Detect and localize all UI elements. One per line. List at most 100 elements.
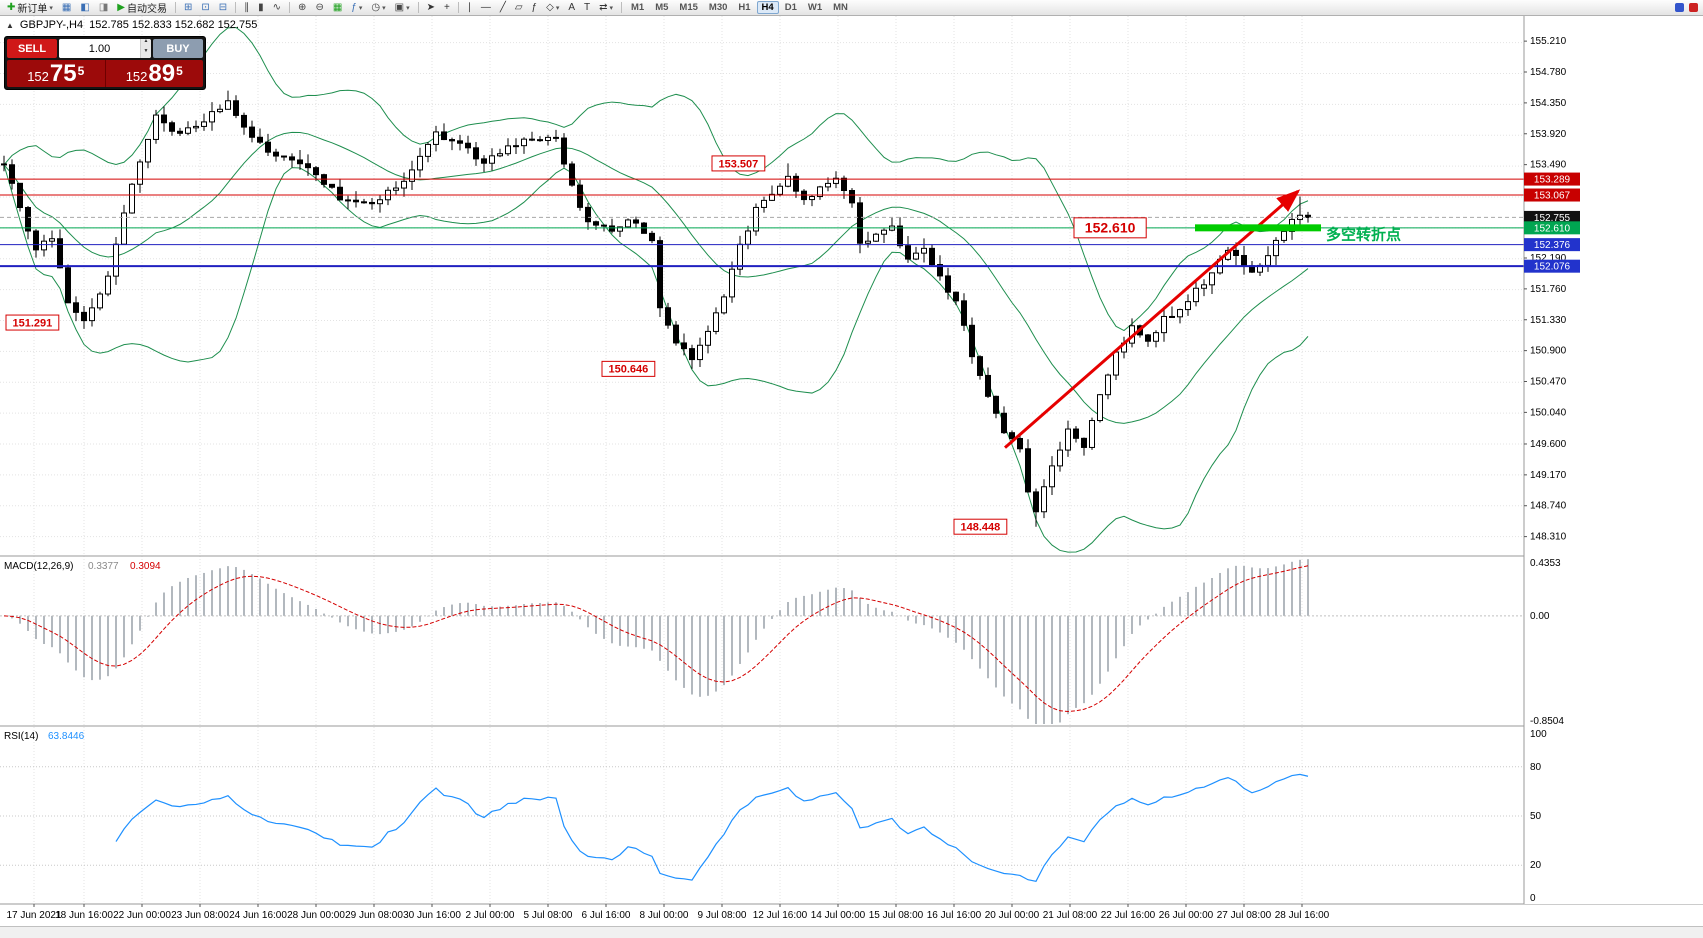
candlestick-chart-icon-glyph: ▮ <box>258 1 264 13</box>
high-price-label-box[interactable] <box>711 155 766 172</box>
key-level-label: 152.610 <box>1085 220 1136 236</box>
text-icon[interactable]: A <box>564 1 579 15</box>
fibonacci-icon[interactable]: ƒ <box>528 1 542 15</box>
timeframe-d1-button[interactable]: D1 <box>780 1 802 14</box>
price-marker-152.376 <box>1524 238 1580 252</box>
time-label: 24 Jun 16:00 <box>229 910 287 921</box>
turning-point-label: 多空转折点 <box>1326 225 1401 243</box>
vertical-line-icon[interactable]: ∣ <box>463 1 476 15</box>
shapes-icon[interactable]: ◇ ▾ <box>542 1 563 15</box>
market-watch-button[interactable]: ◧ <box>76 1 93 15</box>
volume-decrease-button[interactable]: ▼ <box>143 47 149 54</box>
sell-button[interactable]: SELL <box>7 39 57 58</box>
rsi-axis-label: 80 <box>1530 762 1542 773</box>
timeframe-h1-button[interactable]: H1 <box>733 1 755 14</box>
rsi-value: 63.8446 <box>48 731 85 742</box>
templates-icon[interactable]: ▣ ▾ <box>391 1 414 15</box>
tile-windows-icon[interactable]: ⊞ <box>180 1 196 15</box>
turning-point-highlight[interactable] <box>1195 224 1321 232</box>
periods-icon-glyph: ◷ <box>371 1 381 13</box>
timeframe-m1-button[interactable]: M1 <box>626 1 649 14</box>
channel-icon[interactable]: ▱ <box>511 1 527 15</box>
buy-price-fraction: 5 <box>176 63 183 78</box>
indicators-icon[interactable]: ƒ ▾ <box>347 1 366 15</box>
timeframe-m5-button[interactable]: M5 <box>650 1 673 14</box>
line-chart-icon[interactable]: ∿ <box>269 1 285 15</box>
horizontal-line-icon[interactable]: ― <box>477 1 495 15</box>
arrange-icons-icon[interactable]: ⊟ <box>215 1 231 15</box>
sell-price[interactable]: 152 75 5 <box>7 60 105 87</box>
timeframe-m15-button-label: M15 <box>679 2 698 13</box>
time-label: 14 Jul 00:00 <box>811 910 866 921</box>
cascade-windows-icon[interactable]: ⊡ <box>197 1 213 15</box>
new-order-button[interactable]: ✚ 新订单 ▾ <box>3 1 57 15</box>
symbol-expand-icon[interactable]: ▲ <box>6 20 14 30</box>
price-axis-label: 148.310 <box>1530 532 1567 543</box>
cursor-icon[interactable]: ➤ <box>423 1 439 15</box>
sell-price-big-figure: 152 <box>27 68 49 84</box>
timeframe-mn-button-label: MN <box>833 2 848 13</box>
symbol-timeframe-label: GBPJPY-,H4 <box>19 19 84 31</box>
timeframe-mn-button[interactable]: MN <box>828 1 853 14</box>
zoom-out-icon-glyph: ⊖ <box>315 1 324 13</box>
low-price-label-2-box[interactable] <box>601 360 656 377</box>
price-axis[interactable] <box>1524 16 1703 904</box>
chart-grid <box>0 16 1524 904</box>
candlestick-chart-icon[interactable]: ▮ <box>254 1 268 15</box>
time-label: 21 Jul 08:00 <box>1043 910 1098 921</box>
volume-input[interactable] <box>59 39 140 58</box>
periods-icon[interactable]: ◷ ▾ <box>367 1 389 15</box>
low-price-label-1-box[interactable] <box>5 314 60 331</box>
bar-chart-icon[interactable]: ∥ <box>240 1 253 15</box>
time-label: 6 Jul 16:00 <box>582 910 631 921</box>
buy-price[interactable]: 152 89 5 <box>104 60 204 87</box>
data-window-button[interactable]: ◨ <box>95 1 112 15</box>
alerts-icon[interactable] <box>1689 3 1698 12</box>
key-level-label-box[interactable] <box>1073 217 1147 239</box>
auto-trading-button-label: 自动交易 <box>126 4 167 15</box>
market-watch-button-glyph: ◧ <box>80 1 90 13</box>
crosshair-icon[interactable]: + <box>440 1 454 15</box>
auto-trading-button[interactable]: ▶ 自动交易 <box>113 1 171 15</box>
timeframe-w1-button[interactable]: W1 <box>803 1 827 14</box>
auto-trading-button-glyph: ▶ <box>117 1 125 13</box>
buy-button[interactable]: BUY <box>153 39 203 58</box>
zoom-out-icon[interactable]: ⊖ <box>311 1 327 15</box>
timeframe-m15-button[interactable]: M15 <box>674 1 702 14</box>
volume-increase-button[interactable]: ▲ <box>143 39 149 44</box>
toolbar-separator <box>417 2 419 13</box>
high-price-label: 153.507 <box>719 158 759 170</box>
chart-profile-icon[interactable] <box>1675 3 1684 12</box>
label-icon[interactable]: T <box>580 1 594 15</box>
data-window-button-glyph: ◨ <box>98 1 109 13</box>
time-label: 15 Jul 08:00 <box>869 910 924 921</box>
macd-axis-top: 0.4353 <box>1530 558 1561 569</box>
time-label: 2 Jul 00:00 <box>466 910 515 921</box>
dropdown-caret-icon: ▾ <box>406 4 410 12</box>
time-label: 22 Jun 00:00 <box>113 910 171 921</box>
zoom-in-icon[interactable]: ⊕ <box>294 1 310 15</box>
zoom-in-icon-glyph: ⊕ <box>298 1 307 13</box>
sell-price-pips: 75 <box>49 60 77 87</box>
arrows-icon[interactable]: ⇄ ▾ <box>595 1 617 15</box>
price-axis-label: 152.190 <box>1530 253 1567 264</box>
timeframe-h4-button[interactable]: H4 <box>756 1 779 14</box>
chart-window-button[interactable]: ▦ <box>58 1 75 15</box>
toolbar-separator <box>174 2 176 13</box>
toolbar-separator <box>621 2 623 13</box>
window-bottom-edge <box>0 926 1703 938</box>
macd-signal-value: 0.3094 <box>130 561 161 572</box>
trend-line[interactable] <box>1004 189 1301 449</box>
macd-histogram <box>11 559 1309 724</box>
grid-icon[interactable]: ▦ <box>329 1 346 15</box>
timeframe-h4-button-label: H4 <box>761 2 774 13</box>
timeframe-m30-button[interactable]: M30 <box>704 1 732 14</box>
timeframe-w1-button-label: W1 <box>807 2 823 13</box>
time-label: 28 Jul 16:00 <box>1275 910 1330 921</box>
trendline-icon[interactable]: ╱ <box>496 1 510 15</box>
cascade-windows-icon-glyph: ⊡ <box>201 1 210 13</box>
low-price-label-3-box[interactable] <box>953 518 1008 535</box>
toolbar-separator <box>289 2 291 13</box>
